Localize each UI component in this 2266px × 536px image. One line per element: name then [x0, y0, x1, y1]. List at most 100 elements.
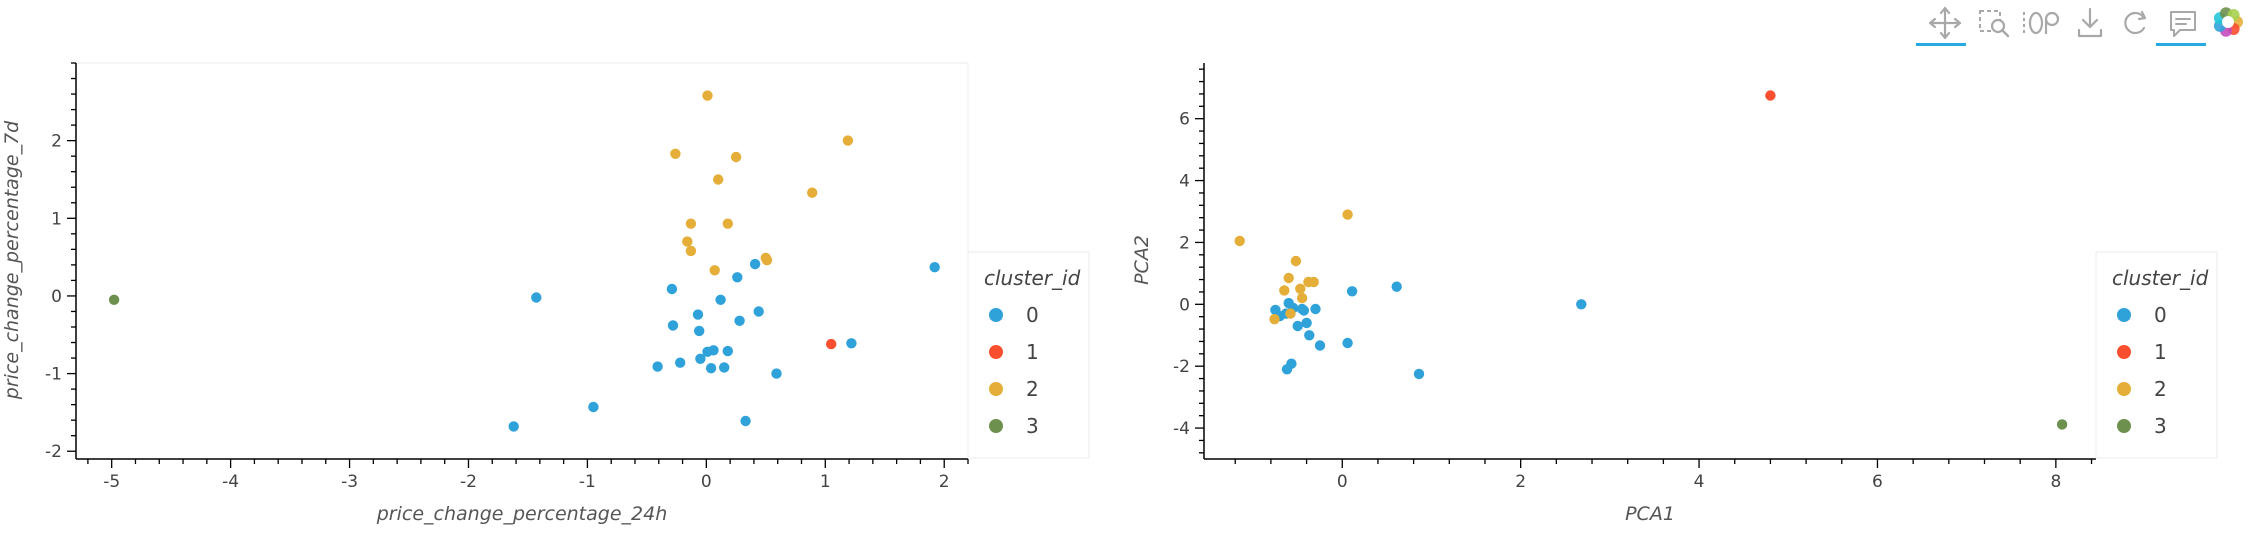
chart-1-point-cluster-0[interactable]: [588, 401, 599, 413]
chart-2-point-cluster-2[interactable]: [1295, 283, 1306, 294]
chart-2-point-cluster-0[interactable]: [1301, 317, 1312, 329]
chart-1-point-cluster-0[interactable]: [692, 309, 704, 320]
chart-1-legend: cluster_id 0 1 2 3: [967, 251, 1090, 459]
chart-1-point-cluster-2[interactable]: [730, 151, 742, 163]
chart-1-point-cluster-0[interactable]: [675, 357, 686, 368]
chart-2-legend-label-2[interactable]: 2: [2154, 377, 2167, 401]
chart-1-x-tick-label: -5: [103, 472, 120, 492]
chart-2-legend-label-0[interactable]: 0: [2154, 303, 2167, 327]
chart-1-point-cluster-2[interactable]: [761, 255, 773, 266]
chart-1-point-cluster-2[interactable]: [842, 135, 854, 146]
chart-1-point-cluster-0[interactable]: [708, 345, 719, 356]
chart-2-point-cluster-0[interactable]: [1576, 299, 1587, 310]
chart-2-point-cluster-0[interactable]: [1292, 320, 1303, 332]
chart-2-point-cluster-2[interactable]: [1279, 285, 1290, 296]
download-icon[interactable]: [2077, 7, 2103, 38]
chart-1-point-cluster-2[interactable]: [685, 245, 697, 257]
chart-1-point-cluster-0[interactable]: [771, 368, 782, 379]
chart-2-x-axis-label: PCA1: [1625, 503, 1675, 525]
chart-2-y-tick-label: 2: [1179, 233, 1190, 253]
chart-2-point-cluster-2[interactable]: [1342, 209, 1353, 220]
chart-2-point-cluster-2[interactable]: [1283, 272, 1294, 284]
chart-1-legend-swatch-0: [989, 308, 1003, 322]
chart-1-point-cluster-2[interactable]: [670, 148, 681, 159]
move-arrows-icon[interactable]: [1916, 6, 1966, 46]
chart-2-point-cluster-2[interactable]: [1308, 276, 1319, 288]
chart-2-point-cluster-0[interactable]: [1310, 303, 1321, 315]
chart-1-point-cluster-0[interactable]: [846, 338, 857, 349]
plot-toolbar: [1898, 0, 2266, 48]
chart-2-x-tick-label: 4: [1694, 472, 1705, 492]
chart-1-point-cluster-0[interactable]: [753, 306, 764, 317]
chart-1-plot-area[interactable]: [75, 62, 969, 460]
chart-1-point-cluster-0[interactable]: [667, 320, 679, 331]
chart-1-point-cluster-1[interactable]: [826, 338, 837, 350]
chart-2-plot-area[interactable]: [1203, 62, 2097, 460]
chart-2-point-cluster-2[interactable]: [1296, 292, 1308, 304]
pan-tool-active-indicator: [1916, 43, 1966, 46]
chart-2-x-tick-label: 6: [1872, 472, 1883, 492]
reset-icon[interactable]: [2124, 10, 2147, 35]
chart-1-legend-label-3[interactable]: 3: [1026, 414, 1039, 438]
bokeh-logo-icon[interactable]: [2213, 7, 2243, 37]
chart-1-y-tick-label: -1: [45, 365, 62, 385]
chart-2-point-cluster-2[interactable]: [1290, 255, 1302, 267]
chart-1-y-axis-label: price_change_percentage_7d: [1, 120, 23, 400]
wheel-zoom-icon[interactable]: [2023, 11, 2060, 35]
chart-1-point-cluster-2[interactable]: [685, 218, 697, 229]
chart-1-point-cluster-0[interactable]: [666, 283, 678, 295]
chart-1-y-tick-label: 0: [51, 287, 62, 307]
chart-1-x-tick-label: 1: [820, 472, 831, 492]
chart-1-point-cluster-0[interactable]: [719, 362, 730, 373]
chart-1-legend-swatch-1: [989, 345, 1003, 359]
chart-1-point-cluster-0[interactable]: [695, 353, 706, 364]
chart-1-x-axis-label: price_change_percentage_24h: [376, 503, 668, 525]
chart-2-x-tick-label: 0: [1337, 472, 1348, 492]
chart-1-legend-title: cluster_id: [984, 266, 1081, 290]
chart-1-legend-label-2[interactable]: 2: [1026, 377, 1039, 401]
chart-1-point-cluster-0[interactable]: [508, 421, 519, 432]
box-zoom-icon[interactable]: [1979, 10, 2010, 38]
chart-2-legend-swatch-1: [2117, 345, 2131, 359]
chart-1-legend-label-1[interactable]: 1: [1026, 340, 1039, 364]
chart-1-point-cluster-0[interactable]: [705, 363, 717, 374]
chart-1-point-cluster-0[interactable]: [749, 258, 761, 270]
chart-1-point-cluster-0[interactable]: [652, 361, 663, 372]
chart-1-x-tick-label: 0: [701, 472, 712, 492]
chart-1-point-cluster-2[interactable]: [807, 187, 818, 198]
chart-2-point-cluster-2[interactable]: [1234, 235, 1245, 247]
chart-2-point-cluster-0[interactable]: [1286, 358, 1297, 369]
chart-1-x-tick-label: 2: [939, 472, 950, 492]
chart-2-point-cluster-1[interactable]: [1765, 90, 1776, 101]
chart-2-y-tick-label: -4: [1173, 419, 1190, 439]
chart-1-point-cluster-0[interactable]: [740, 415, 751, 427]
chart-1-x-tick-label: -1: [579, 472, 596, 492]
chart-1-point-cluster-0[interactable]: [929, 262, 940, 273]
chart-2-point-cluster-2[interactable]: [1269, 314, 1280, 325]
chart-2-point-cluster-0[interactable]: [1314, 340, 1326, 351]
chart-2-legend-label-3[interactable]: 3: [2154, 414, 2167, 438]
chart-2-point-cluster-0[interactable]: [1413, 368, 1425, 380]
chart-1-point-cluster-0[interactable]: [531, 292, 542, 303]
chart-2-point-cluster-0[interactable]: [1298, 305, 1310, 316]
chart-2-point-cluster-0[interactable]: [1391, 281, 1402, 292]
chart-1-point-cluster-0[interactable]: [722, 345, 733, 357]
chart-2-legend-label-1[interactable]: 1: [2154, 340, 2167, 364]
chart-1-point-cluster-0[interactable]: [732, 272, 743, 283]
chart-1-legend-label-0[interactable]: 0: [1026, 303, 1039, 327]
chart-2-point-cluster-0[interactable]: [1342, 337, 1353, 349]
chart-1-point-cluster-0[interactable]: [715, 294, 726, 305]
chart-2-point-cluster-3[interactable]: [2056, 419, 2068, 430]
chart-2-point-cluster-2[interactable]: [1285, 308, 1296, 319]
hover-comment-icon[interactable]: [2156, 11, 2206, 46]
chart-1-point-cluster-3[interactable]: [108, 294, 120, 305]
chart-2-point-cluster-0[interactable]: [1346, 286, 1358, 297]
chart-1-point-cluster-2[interactable]: [682, 236, 693, 247]
chart-1-point-cluster-2[interactable]: [722, 218, 733, 229]
chart-1-point-cluster-0[interactable]: [734, 315, 745, 326]
chart-2-point-cluster-0[interactable]: [1304, 330, 1315, 341]
chart-1-point-cluster-2[interactable]: [709, 265, 720, 276]
chart-1-point-cluster-0[interactable]: [694, 325, 705, 337]
chart-1-point-cluster-2[interactable]: [702, 90, 713, 101]
chart-1-point-cluster-2[interactable]: [713, 174, 724, 185]
